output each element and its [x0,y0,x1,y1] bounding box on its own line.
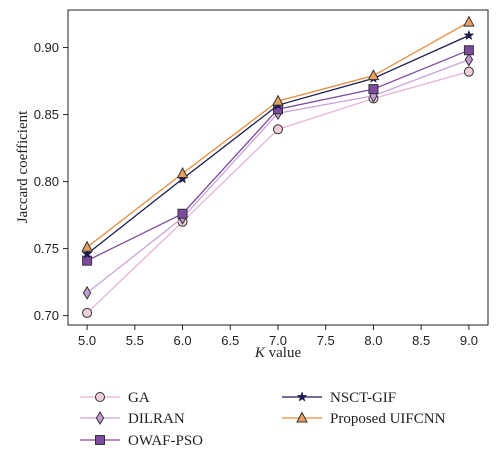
legend-marker [296,391,308,402]
legend-marker [296,411,308,423]
data-point [463,66,474,77]
series-line [86,34,470,255]
legend-item: Proposed UIFCNN [282,411,446,427]
series-nsct-gif [81,29,475,259]
legend-item: OWAF-PSO [80,433,203,449]
x-axis-title: K value [254,345,302,361]
x-tick-label: 9.0 [460,333,478,348]
legend-label: NSCT-GIF [330,390,396,406]
data-point [367,69,380,81]
legend: GA DILRAN OWAF-PSO NSCT-GIF Proposed UIFCNN [80,390,446,449]
legend-marker [95,435,105,445]
x-axis-ticks: 5.0 5.5 6.0 6.5 7.0 7.5 8.0 8.5 9.0 [78,325,478,348]
data-point [81,248,93,259]
legend-marker [95,392,105,402]
legend-label: OWAF-PSO [128,433,203,449]
x-tick-label: 6.0 [174,333,192,348]
x-tick-label: 7.0 [269,333,287,348]
x-tick-label: 6.5 [221,333,239,348]
x-axis-title-rest: value [265,345,302,361]
y-tick-label: 0.90 [34,40,59,55]
data-point [82,255,93,266]
y-tick-label: 0.85 [34,107,59,122]
x-tick-label: 8.0 [364,333,382,348]
legend-item: GA [80,390,150,406]
data-point [177,208,188,219]
y-tick-label: 0.80 [34,174,59,189]
x-tick-label: 5.0 [78,333,96,348]
y-axis-title: Jaccard coefficient [15,110,31,223]
data-point [82,285,92,300]
series-dilran [82,52,474,300]
legend-marker [95,411,105,425]
data-point [463,45,474,56]
legend-label: GA [128,390,150,406]
legend-label: Proposed UIFCNN [330,411,446,427]
data-point [81,240,93,252]
data-point [176,166,189,179]
data-point [463,29,475,41]
legend-label: DILRAN [128,411,185,427]
y-axis-ticks: 0.70 0.75 0.80 0.85 0.90 [34,40,68,323]
data-point [82,307,93,318]
x-axis-title-italic: K [254,345,266,361]
x-tick-label: 8.5 [412,333,430,348]
series-proposed-uifcnn [81,15,475,252]
y-tick-label: 0.75 [34,241,59,256]
plot-frame [67,9,489,326]
legend-item: NSCT-GIF [282,390,396,406]
data-point [272,94,284,106]
legend-item: DILRAN [80,411,185,427]
series-owaf-pso [82,45,474,266]
data-point [368,84,379,95]
series-line [86,21,470,248]
y-tick-label: 0.70 [34,308,59,323]
data-point [273,124,283,135]
x-tick-label: 7.5 [317,333,335,348]
x-tick-label: 5.5 [126,333,144,348]
series-layer [81,15,475,318]
data-point [463,15,475,27]
data-point [464,52,474,67]
